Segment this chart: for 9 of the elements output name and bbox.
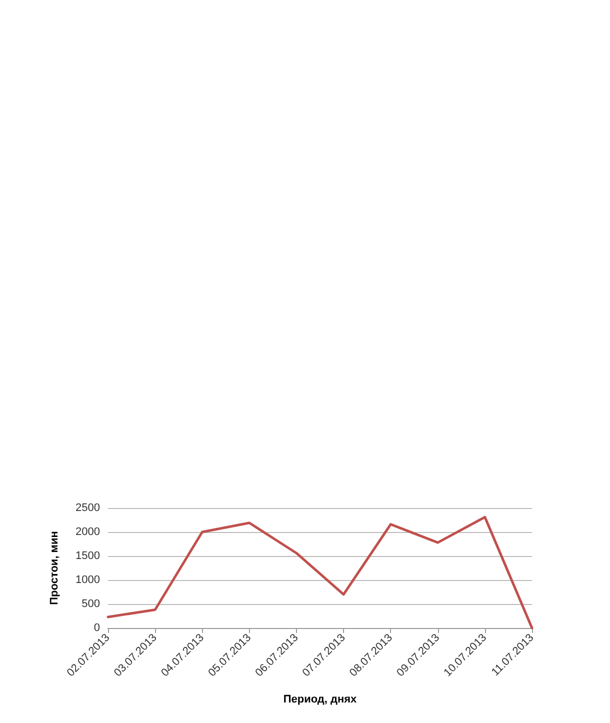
line-series bbox=[106, 516, 534, 630]
y-tick-label: 0 bbox=[94, 622, 100, 634]
y-tick-label: 500 bbox=[82, 598, 100, 610]
y-axis-title: Простои, мин bbox=[48, 531, 60, 605]
y-tick-label: 2500 bbox=[76, 502, 100, 514]
x-axis-title: Период, днях bbox=[283, 694, 358, 706]
y-tick-label: 1500 bbox=[76, 550, 100, 562]
y-tick-label: 2000 bbox=[76, 526, 100, 538]
y-tick-label: 1000 bbox=[76, 574, 100, 586]
